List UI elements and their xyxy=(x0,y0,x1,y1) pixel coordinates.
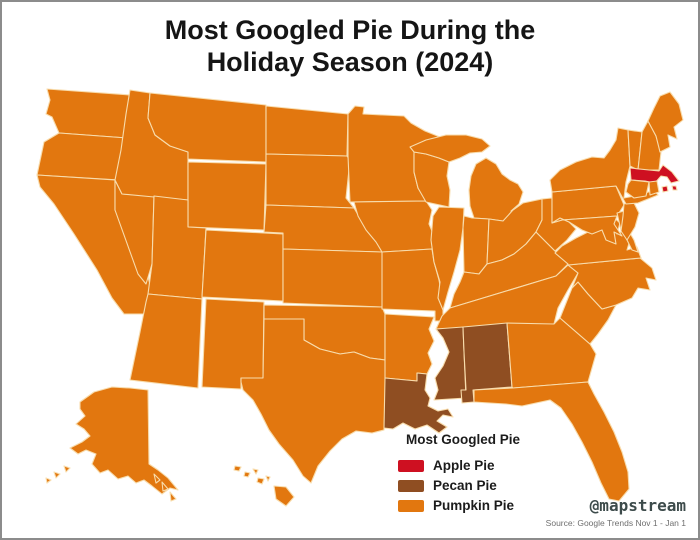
title-line-2: Holiday Season (2024) xyxy=(206,47,494,77)
state-wyoming xyxy=(187,161,267,231)
state-rhode-island xyxy=(648,180,660,196)
state-texas xyxy=(240,318,387,484)
apple-pie-swatch xyxy=(398,459,424,472)
page-title: Most Googled Pie During the Holiday Seas… xyxy=(2,14,698,78)
pecan-pie-swatch xyxy=(398,479,424,492)
legend-item-pecan-pie: Pecan Pie xyxy=(398,478,568,493)
legend-label: Pecan Pie xyxy=(433,478,497,493)
state-indiana xyxy=(462,215,490,275)
title-line-1: Most Googled Pie During the xyxy=(164,15,536,45)
state-michigan xyxy=(409,134,524,222)
state-alaska xyxy=(45,386,179,502)
state-colorado xyxy=(201,229,284,302)
state-mississippi xyxy=(433,326,467,401)
legend-title: Most Googled Pie xyxy=(406,432,521,447)
legend: Most Googled Pie Apple Pie Pecan Pie Pum… xyxy=(398,432,568,519)
state-new-jersey xyxy=(620,200,640,241)
state-florida xyxy=(473,381,630,502)
state-new-mexico xyxy=(201,298,265,390)
legend-label: Apple Pie xyxy=(433,458,495,473)
state-south-dakota xyxy=(265,153,355,209)
state-tennessee xyxy=(435,264,579,330)
state-kansas xyxy=(282,248,386,308)
state-maine xyxy=(647,91,684,153)
state-hawaii xyxy=(233,465,295,507)
state-louisiana xyxy=(383,372,454,434)
state-arkansas xyxy=(384,313,435,382)
state-north-carolina xyxy=(567,257,657,310)
state-virginia xyxy=(554,215,642,266)
legend-label: Pumpkin Pie xyxy=(433,498,515,513)
source-caption: Source: Google Trends Nov 1 - Jan 1 xyxy=(545,518,686,528)
state-washington xyxy=(45,88,131,139)
watermark: @mapstream xyxy=(589,496,686,515)
state-north-dakota xyxy=(265,105,349,157)
legend-item-pumpkin-pie: Pumpkin Pie xyxy=(398,498,568,513)
pumpkin-pie-swatch xyxy=(398,499,424,512)
state-connecticut xyxy=(625,179,650,199)
state-arizona xyxy=(129,293,203,389)
legend-item-apple-pie: Apple Pie xyxy=(398,458,568,473)
